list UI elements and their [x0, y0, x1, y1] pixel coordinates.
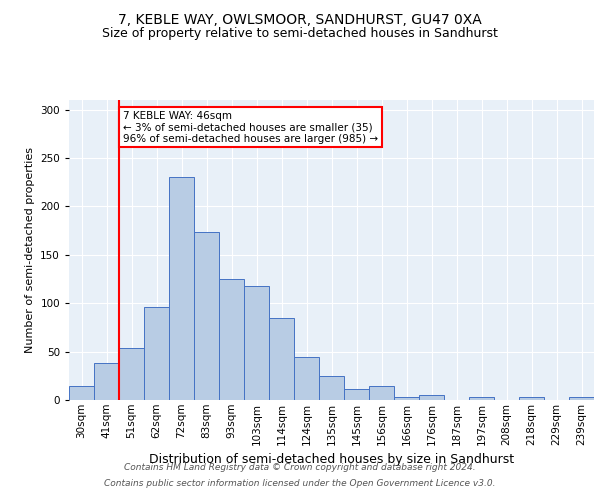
Text: Contains public sector information licensed under the Open Government Licence v3: Contains public sector information licen…: [104, 478, 496, 488]
Text: Contains HM Land Registry data © Crown copyright and database right 2024.: Contains HM Land Registry data © Crown c…: [124, 464, 476, 472]
Text: Size of property relative to semi-detached houses in Sandhurst: Size of property relative to semi-detach…: [102, 28, 498, 40]
Bar: [369, 386, 394, 400]
Bar: [519, 397, 544, 400]
Bar: [194, 232, 219, 400]
Bar: [469, 397, 494, 400]
Bar: [94, 363, 119, 400]
Bar: [119, 348, 144, 400]
Text: 7, KEBLE WAY, OWLSMOOR, SANDHURST, GU47 0XA: 7, KEBLE WAY, OWLSMOOR, SANDHURST, GU47 …: [118, 12, 482, 26]
Bar: [294, 358, 319, 400]
Bar: [419, 395, 444, 400]
Bar: [269, 318, 294, 400]
Text: 7 KEBLE WAY: 46sqm
← 3% of semi-detached houses are smaller (35)
96% of semi-det: 7 KEBLE WAY: 46sqm ← 3% of semi-detached…: [123, 110, 378, 144]
Bar: [69, 386, 94, 400]
Bar: [169, 178, 194, 400]
Bar: [569, 397, 594, 400]
Bar: [344, 390, 369, 400]
Y-axis label: Number of semi-detached properties: Number of semi-detached properties: [25, 147, 35, 353]
X-axis label: Distribution of semi-detached houses by size in Sandhurst: Distribution of semi-detached houses by …: [149, 453, 514, 466]
Bar: [394, 397, 419, 400]
Bar: [319, 376, 344, 400]
Bar: [144, 307, 169, 400]
Bar: [219, 279, 244, 400]
Bar: [244, 286, 269, 400]
